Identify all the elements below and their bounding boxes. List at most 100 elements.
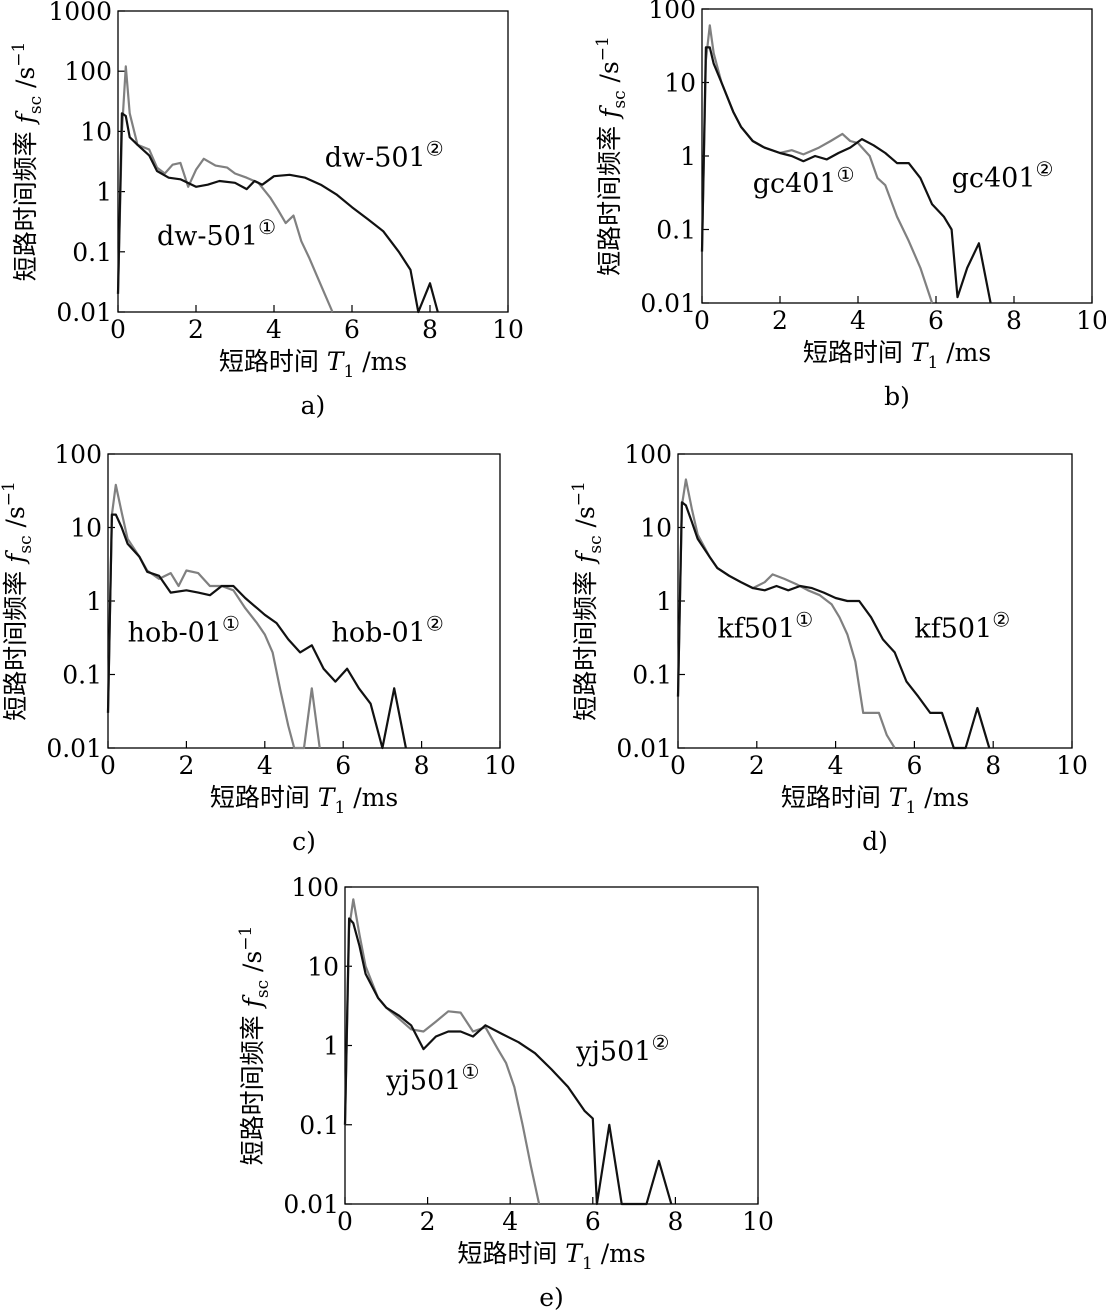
y-tick-label: 10	[307, 952, 339, 981]
series-label-1: gc401①	[753, 162, 855, 199]
series-label-mark: ①	[461, 1059, 479, 1083]
series-label-2: hob-01②	[331, 612, 443, 649]
series-label-text: kf501	[717, 613, 795, 644]
x-tick-label: 6	[928, 306, 944, 335]
series-label-text: yj501	[385, 1065, 461, 1096]
series-line-2	[676, 501, 991, 750]
x-tick-label: 6	[344, 315, 360, 344]
y-axis-title-unit: /s	[238, 951, 267, 980]
series-line-1	[676, 478, 896, 749]
y-axis-title-symbol: f	[11, 110, 40, 125]
y-tick-label: 0.1	[299, 1111, 339, 1140]
y-axis-title-symbol: f	[571, 550, 600, 565]
series-label-mark: ①	[222, 612, 240, 636]
y-tick-label: 100	[624, 440, 672, 469]
y-axis-title-subscript: sc	[16, 535, 36, 553]
y-axis-title-subscript: sc	[253, 980, 273, 998]
y-tick-label: 10	[70, 514, 102, 543]
y-tick-label: 1	[656, 587, 672, 616]
series-line-2	[700, 46, 992, 304]
x-axis-title: 短路时间 T1 /ms	[457, 1239, 645, 1274]
series-label-mark: ①	[837, 162, 855, 186]
series-label-text: gc401	[952, 163, 1036, 194]
series-label-mark: ①	[258, 215, 276, 239]
series-line-1	[106, 483, 321, 750]
y-axis-title-unit: /s	[1, 506, 30, 535]
y-tick-label: 0.01	[640, 289, 696, 318]
x-tick-label: 8	[414, 751, 430, 780]
panel-caption: d)	[862, 827, 888, 856]
x-tick-label: 10	[1076, 306, 1106, 335]
series-line-2	[343, 917, 673, 1206]
y-tick-label: 100	[648, 0, 696, 24]
plot-frame	[117, 10, 509, 313]
x-tick-label: 6	[335, 751, 351, 780]
x-tick-label: 4	[266, 315, 282, 344]
plot-frame	[701, 8, 1093, 304]
series-label-1: dw-501①	[157, 215, 276, 252]
x-axis-title-subscript: 1	[334, 798, 345, 818]
y-axis-title-text: 短路时间频率	[571, 563, 600, 721]
series-label-text: yj501	[575, 1036, 651, 1067]
x-tick-label: 10	[484, 751, 516, 780]
y-tick-label: 10	[640, 514, 672, 543]
x-axis-title: 短路时间 T1 /ms	[803, 338, 991, 373]
y-axis-title-superscript: −1	[236, 926, 256, 951]
series-label-mark: ②	[426, 137, 444, 161]
panel-caption: c)	[292, 827, 316, 856]
plot-frame	[344, 886, 759, 1205]
x-axis-title-unit: /ms	[593, 1239, 646, 1268]
x-axis-title-subscript: 1	[582, 1254, 593, 1274]
y-tick-label: 0.1	[62, 661, 102, 690]
y-axis-title: 短路时间频率 fsc /s−1	[9, 42, 46, 282]
y-axis-title: 短路时间频率 fsc /s−1	[236, 926, 273, 1166]
y-tick-label: 0.01	[283, 1190, 339, 1219]
series-label-mark: ②	[992, 607, 1010, 631]
x-axis-title-subscript: 1	[343, 362, 354, 382]
x-tick-label: 0	[694, 306, 710, 335]
y-tick-label: 1	[323, 1032, 339, 1061]
y-axis-title-superscript: −1	[0, 481, 19, 506]
x-axis-title: 短路时间 T1 /ms	[219, 347, 407, 382]
y-axis-title-unit: /s	[595, 61, 624, 90]
y-axis-title-subscript: sc	[610, 90, 630, 108]
x-tick-label: 0	[670, 751, 686, 780]
x-tick-label: 4	[850, 306, 866, 335]
y-tick-label: 10	[664, 69, 696, 98]
y-axis-title-text: 短路时间频率	[595, 118, 624, 276]
y-axis-title-subscript: sc	[586, 535, 606, 553]
x-tick-label: 2	[188, 315, 204, 344]
series-label-text: hob-01	[128, 618, 222, 649]
y-tick-label: 0.01	[56, 298, 112, 327]
series-label-text: gc401	[753, 168, 837, 199]
panel-caption: b)	[884, 382, 910, 411]
x-tick-label: 8	[667, 1207, 683, 1236]
x-tick-label: 2	[772, 306, 788, 335]
y-axis-title-symbol: f	[1, 550, 30, 565]
series-line-1	[116, 65, 334, 313]
x-axis-title: 短路时间 T1 /ms	[781, 783, 969, 818]
series-label-2: kf501②	[914, 607, 1010, 644]
plot-frame	[677, 453, 1073, 749]
series-label-text: dw-501	[325, 143, 426, 174]
x-tick-label: 0	[337, 1207, 353, 1236]
series-label-mark: ②	[1036, 157, 1054, 181]
y-axis-title-text: 短路时间频率	[238, 1007, 267, 1165]
x-tick-label: 4	[257, 751, 273, 780]
y-tick-label: 1	[680, 142, 696, 171]
x-axis-title-unit: /ms	[916, 783, 969, 812]
x-axis-title-text: 短路时间	[219, 347, 327, 376]
y-tick-label: 1	[96, 178, 112, 207]
x-axis-title: 短路时间 T1 /ms	[210, 783, 398, 818]
x-tick-label: 10	[742, 1207, 774, 1236]
series-label-text: dw-501	[157, 221, 258, 252]
series-line-2	[116, 112, 439, 314]
panel-caption: a)	[301, 391, 326, 420]
plot-frame	[107, 453, 501, 749]
x-tick-label: 10	[492, 315, 524, 344]
